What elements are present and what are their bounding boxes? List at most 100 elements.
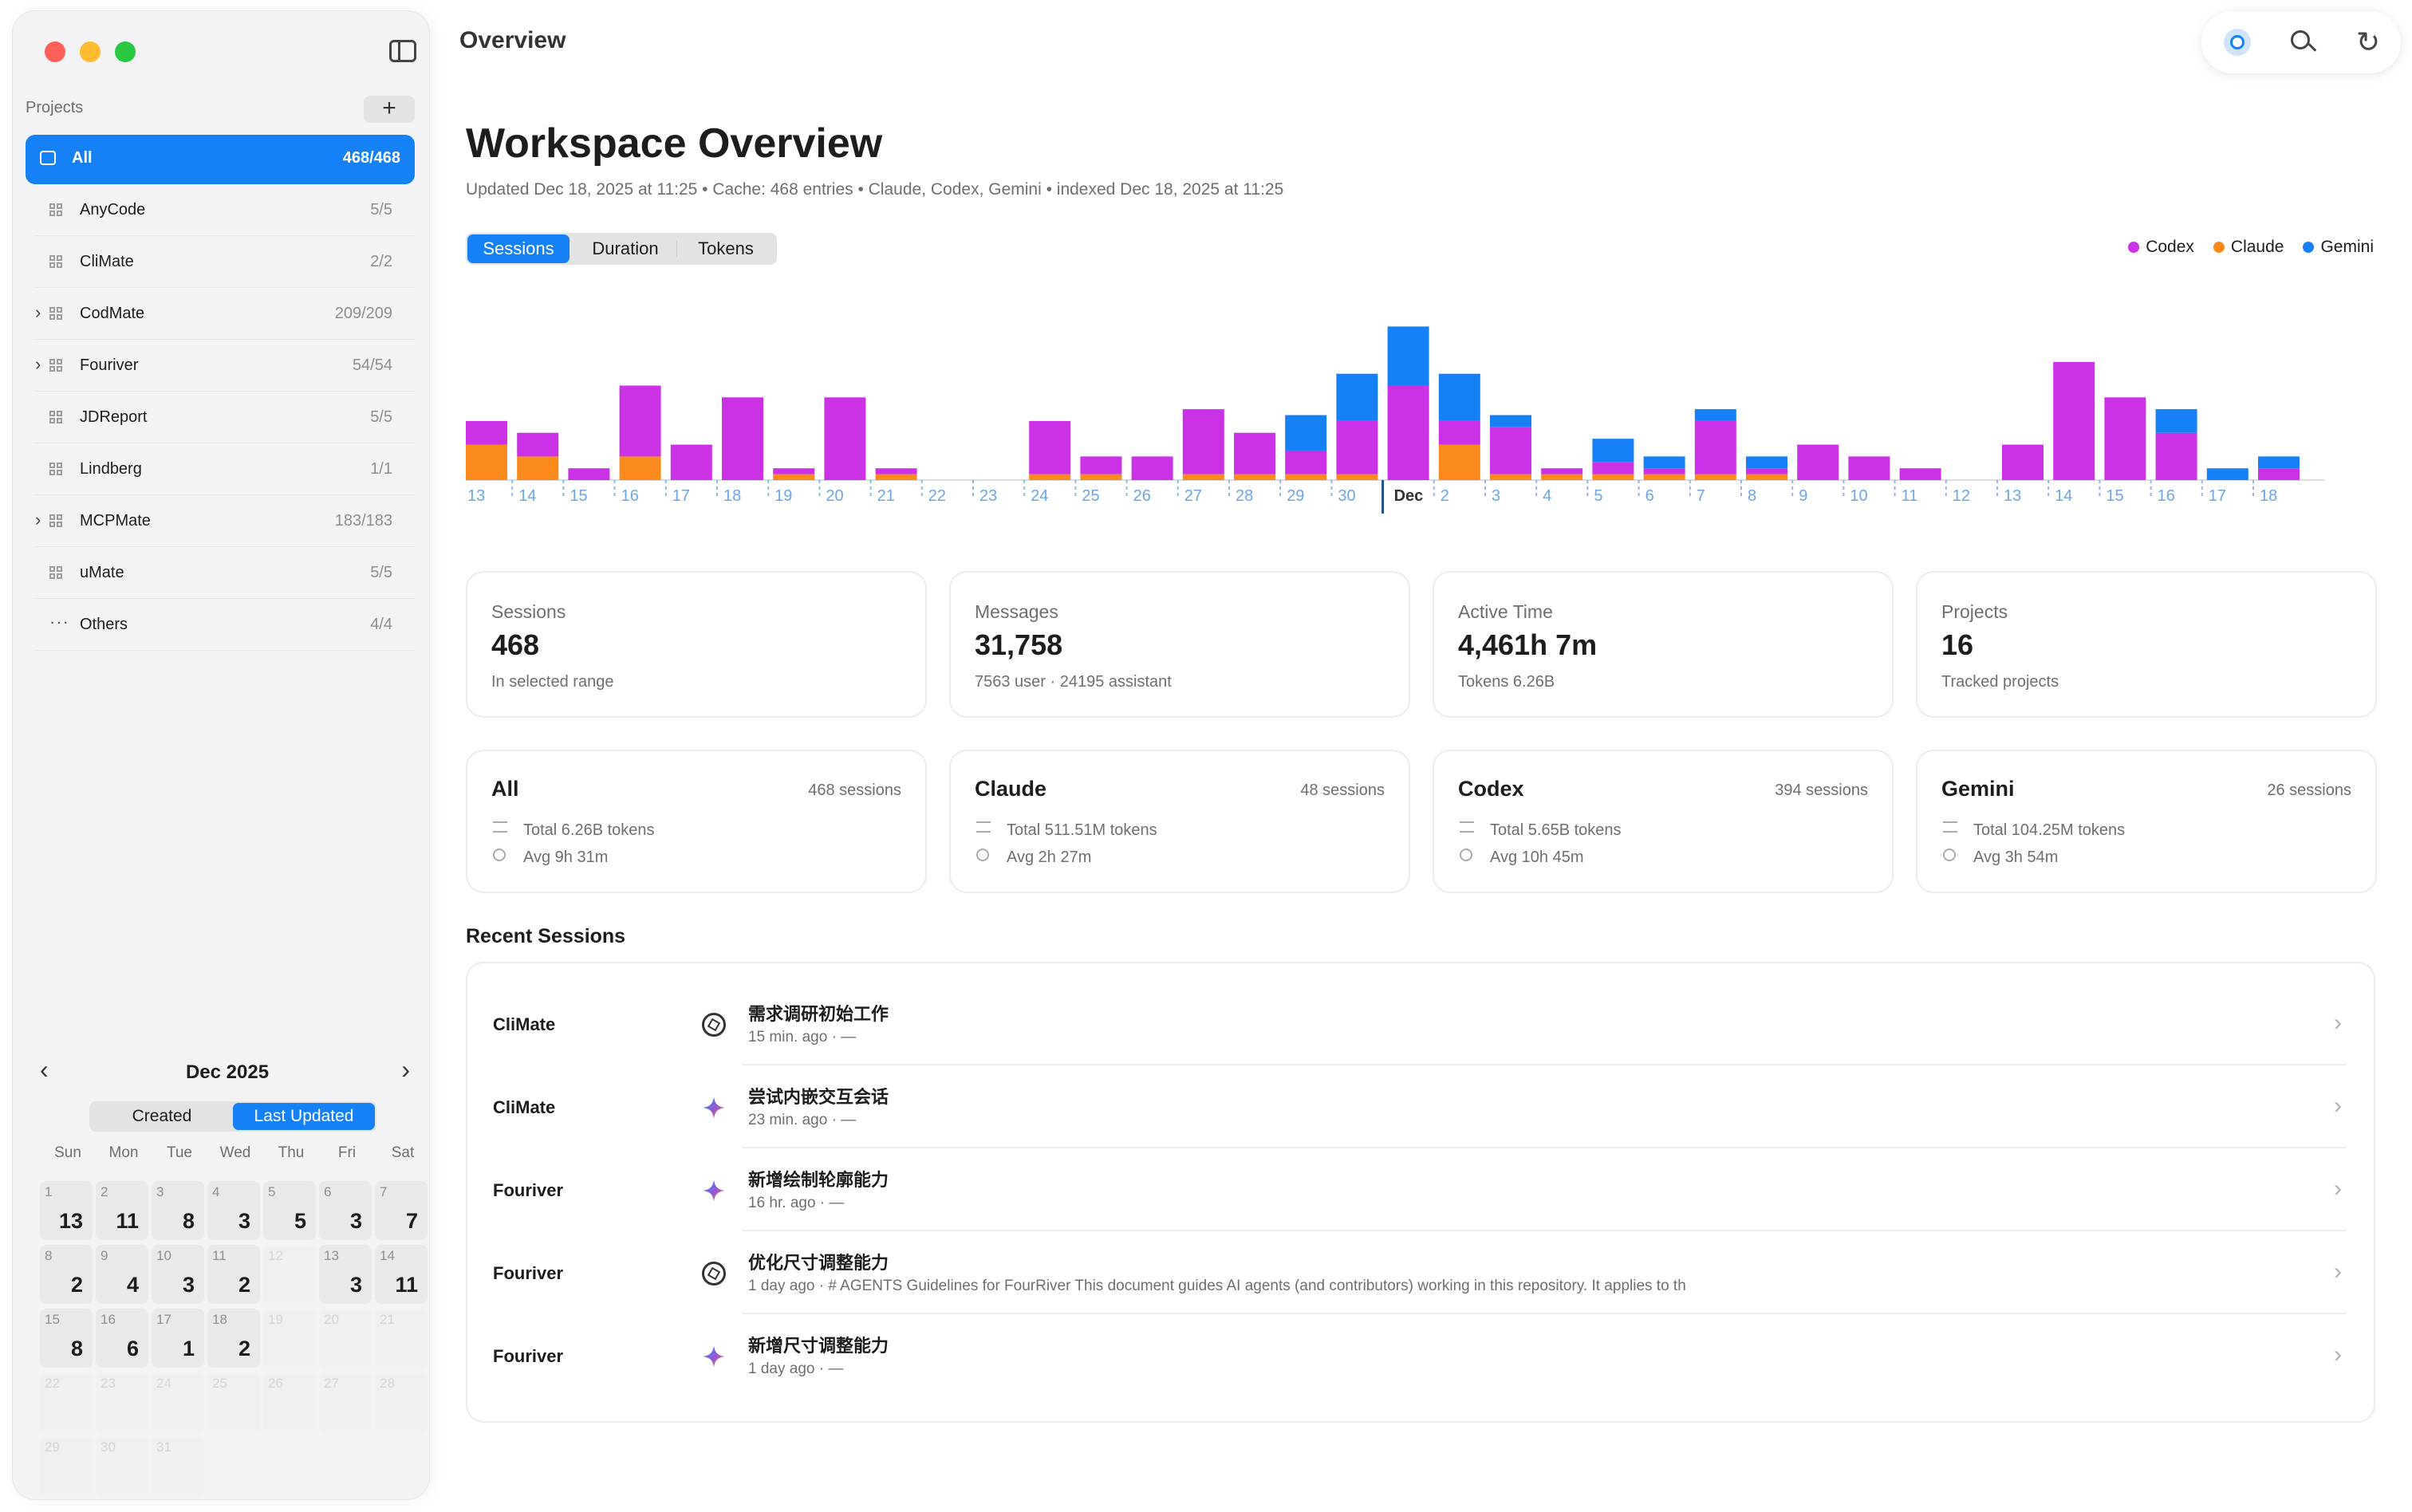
- sidebar-item-fouriver[interactable]: › Fouriver 54/54: [35, 340, 415, 392]
- bar-claude-29[interactable]: [1285, 474, 1327, 480]
- calendar-day[interactable]: 18 2: [207, 1309, 260, 1368]
- recent-session-row[interactable]: Fouriver 新增绘制轮廓能力 16 hr. ago · — ›: [467, 1148, 2377, 1231]
- bar-gemini-17[interactable]: [2206, 468, 2248, 480]
- calendar-day[interactable]: 24: [152, 1372, 204, 1431]
- provider-card-gemini[interactable]: Gemini 26 sessions Total 104.25M tokens Avg…: [1916, 750, 2377, 893]
- bar-claude-27[interactable]: [1182, 474, 1224, 480]
- bar-codex-20[interactable]: [824, 397, 866, 480]
- calendar-day[interactable]: 25: [207, 1372, 260, 1431]
- sidebar-item-mcpmate[interactable]: › MCPMate 183/183: [35, 495, 415, 547]
- bar-gemini-18[interactable]: [2258, 456, 2300, 469]
- chevron-right-icon[interactable]: ›: [35, 510, 41, 530]
- bar-codex-16[interactable]: [2155, 432, 2197, 480]
- bar-claude-4[interactable]: [1541, 474, 1583, 480]
- bar-claude-13[interactable]: [466, 444, 507, 480]
- provider-card-claude[interactable]: Claude 48 sessions Total 511.51M tokens Avg…: [949, 750, 1410, 893]
- calendar-day[interactable]: 31: [152, 1436, 204, 1495]
- bar-codex-13[interactable]: [466, 420, 507, 445]
- recent-session-row[interactable]: Fouriver 优化尺寸调整能力 1 day ago · # AGENTS Gui…: [467, 1231, 2377, 1314]
- calendar-day[interactable]: 17 1: [152, 1309, 204, 1368]
- calendar-day[interactable]: 11 2: [207, 1245, 260, 1304]
- calendar-day[interactable]: 28: [375, 1372, 428, 1431]
- search-icon[interactable]: [2288, 27, 2318, 57]
- chevron-right-icon[interactable]: ›: [2334, 1258, 2342, 1285]
- sidebar-item-all[interactable]: All 468/468: [26, 135, 415, 184]
- bar-codex-5[interactable]: [1592, 462, 1634, 474]
- calendar-day[interactable]: 10 3: [152, 1245, 204, 1304]
- bar-codex-7[interactable]: [1694, 420, 1736, 474]
- bar-codex-16[interactable]: [619, 385, 661, 457]
- bar-codex-10[interactable]: [1848, 456, 1890, 480]
- calendar-day[interactable]: 20: [319, 1309, 372, 1368]
- calendar-day[interactable]: 12: [263, 1245, 316, 1304]
- calendar-day[interactable]: 29: [40, 1436, 93, 1495]
- bar-claude-24[interactable]: [1029, 474, 1071, 480]
- bar-gemini-30[interactable]: [1336, 373, 1378, 421]
- calendar-day[interactable]: 2 11: [96, 1181, 148, 1240]
- bar-codex-8[interactable]: [1746, 468, 1787, 474]
- chevron-right-icon[interactable]: ›: [2334, 1093, 2342, 1119]
- tab-duration[interactable]: Duration: [592, 238, 659, 258]
- chevron-right-icon[interactable]: ›: [35, 302, 41, 322]
- bar-claude-2[interactable]: [1438, 444, 1480, 480]
- sidebar-item-anycode[interactable]: AnyCode 5/5: [35, 184, 415, 236]
- bar-codex-26[interactable]: [1131, 456, 1173, 480]
- recent-session-row[interactable]: CliMate 需求调研初始工作 15 min. ago · — ›: [467, 982, 2377, 1065]
- chevron-right-icon[interactable]: ›: [2334, 1175, 2342, 1202]
- sidebar-item-jdreport[interactable]: JDReport 5/5: [35, 392, 415, 443]
- calendar-day[interactable]: 16 6: [96, 1309, 148, 1368]
- bar-codex-2[interactable]: [1438, 420, 1480, 445]
- sidebar-item-lindberg[interactable]: Lindberg 1/1: [35, 443, 415, 495]
- bar-claude-28[interactable]: [1234, 474, 1275, 480]
- bar-gemini-29[interactable]: [1285, 415, 1327, 451]
- bar-codex-25[interactable]: [1080, 456, 1122, 474]
- bar-claude-19[interactable]: [773, 474, 815, 480]
- bar-codex-28[interactable]: [1234, 432, 1275, 474]
- recent-session-row[interactable]: Fouriver 新增尺寸调整能力 1 day ago · — ›: [467, 1314, 2377, 1397]
- calendar-day[interactable]: 26: [263, 1372, 316, 1431]
- bar-claude-7[interactable]: [1694, 474, 1736, 480]
- bar-codex-6[interactable]: [1643, 468, 1685, 474]
- bar-claude-16[interactable]: [619, 456, 661, 480]
- calendar-day[interactable]: 21: [375, 1309, 428, 1368]
- calendar-mode-last-updated[interactable]: Last Updated: [233, 1103, 375, 1130]
- bar-codex-14[interactable]: [517, 432, 559, 457]
- calendar-day[interactable]: 23: [96, 1372, 148, 1431]
- bar-codex-4[interactable]: [1541, 468, 1583, 474]
- calendar-day[interactable]: 15 8: [40, 1309, 93, 1368]
- calendar-day[interactable]: 1 13: [40, 1181, 93, 1240]
- calendar-day[interactable]: 27: [319, 1372, 372, 1431]
- bar-codex-9[interactable]: [1797, 444, 1839, 480]
- sidebar-item-codmate[interactable]: › CodMate 209/209: [35, 288, 415, 340]
- bar-codex-17[interactable]: [670, 444, 712, 480]
- bar-codex-18[interactable]: [722, 397, 763, 480]
- sidebar-item-umate[interactable]: uMate 5/5: [35, 547, 415, 599]
- chevron-right-icon[interactable]: ›: [2334, 1010, 2342, 1036]
- bar-claude-3[interactable]: [1490, 474, 1531, 480]
- sidebar-toggle-icon[interactable]: [389, 40, 416, 62]
- bar-claude-8[interactable]: [1746, 474, 1787, 480]
- bar-gemini-5[interactable]: [1592, 439, 1634, 463]
- bar-codex-14[interactable]: [2053, 361, 2095, 480]
- tab-sessions[interactable]: Sessions: [467, 234, 570, 263]
- bar-claude-6[interactable]: [1643, 474, 1685, 480]
- calendar-day[interactable]: 13 3: [319, 1245, 372, 1304]
- bar-codex-24[interactable]: [1029, 420, 1071, 474]
- bar-codex-3[interactable]: [1490, 427, 1531, 474]
- bar-codex-30[interactable]: [1336, 420, 1378, 474]
- bar-codex-27[interactable]: [1182, 409, 1224, 474]
- bar-gemini-3[interactable]: [1490, 415, 1531, 427]
- chevron-right-icon[interactable]: ›: [401, 1055, 410, 1084]
- calendar-day[interactable]: 22: [40, 1372, 93, 1431]
- bar-codex-29[interactable]: [1285, 450, 1327, 474]
- chevron-right-icon[interactable]: ›: [35, 354, 41, 374]
- zoom-window-button[interactable]: [115, 41, 136, 62]
- close-window-button[interactable]: [45, 41, 65, 62]
- chevron-left-icon[interactable]: ‹: [40, 1055, 49, 1084]
- provider-card-all[interactable]: All 468 sessions Total 6.26B tokens Avg 9h …: [466, 750, 927, 893]
